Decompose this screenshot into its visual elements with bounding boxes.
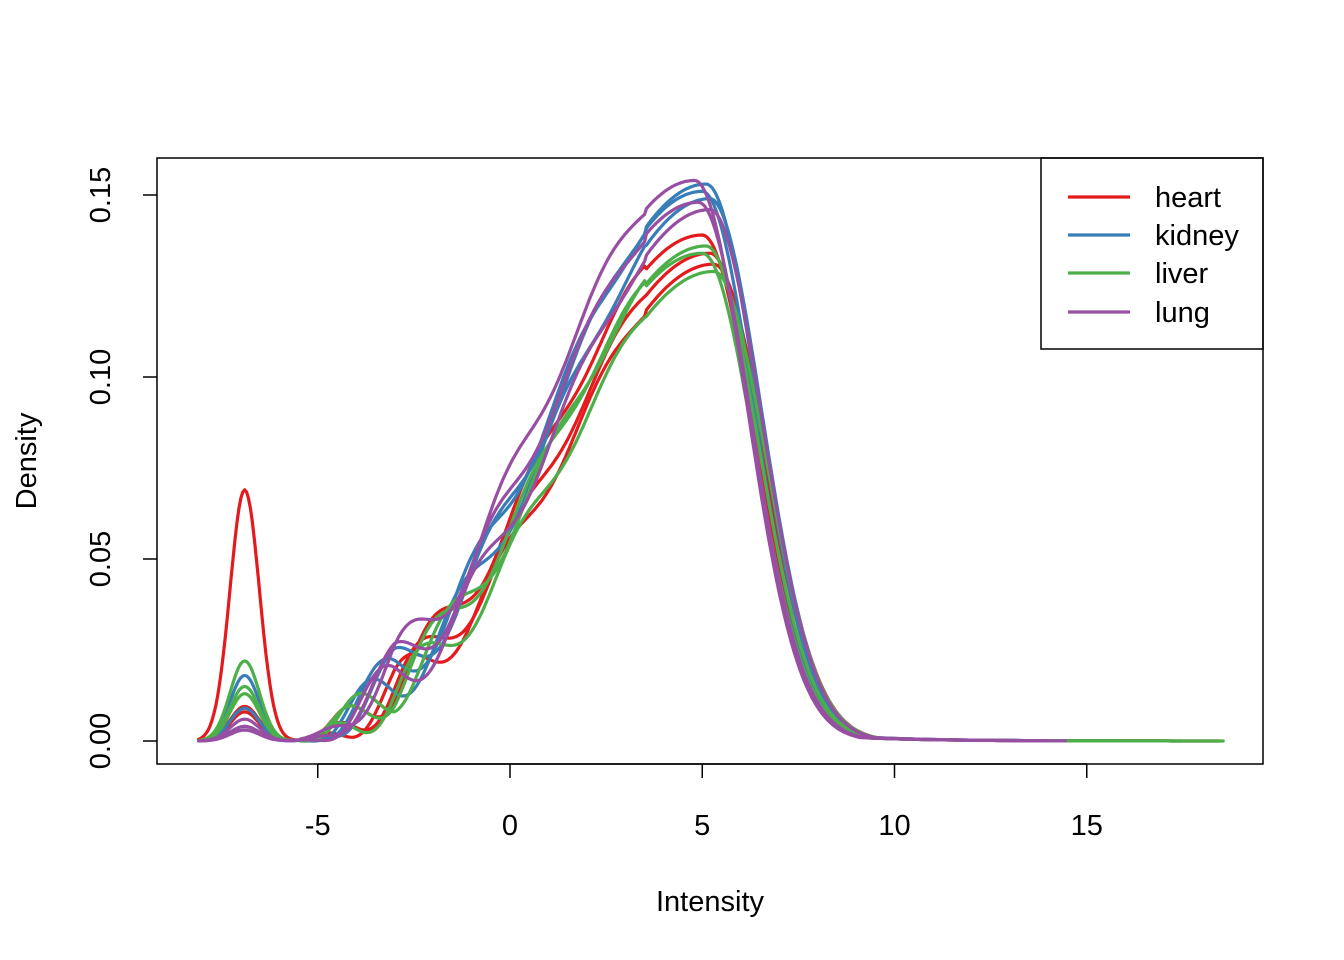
x-axis-label: Intensity: [656, 886, 764, 918]
density-line-lung: [197, 208, 1041, 743]
x-tick-label: 5: [694, 810, 710, 842]
density-curves: [197, 178, 1225, 743]
y-tick-label: 0.05: [85, 531, 117, 587]
legend-label-kidney: kidney: [1155, 220, 1239, 252]
density-line-liver: [197, 244, 1225, 743]
y-tick-label: 0.15: [85, 167, 117, 223]
y-tick-label: 0.10: [85, 349, 117, 405]
density-line-kidney: [197, 189, 1106, 743]
legend: heart kidney liver lung: [1040, 157, 1264, 350]
legend-label-liver: liver: [1155, 258, 1209, 290]
x-tick-label: 10: [878, 810, 910, 842]
legend-label-heart: heart: [1155, 182, 1221, 214]
y-tick-label: 0.00: [85, 713, 117, 769]
density-line-kidney: [197, 197, 1087, 743]
x-tick-label: -5: [305, 810, 331, 842]
density-line-heart: [197, 262, 1145, 743]
density-line-liver: [197, 269, 1164, 743]
y-axis: 0.00 0.05 0.10 0.15: [85, 167, 157, 769]
density-line-heart: [197, 251, 1164, 743]
x-axis: -5 0 5 10 15: [305, 763, 1103, 842]
legend-box: [1040, 157, 1264, 350]
legend-label-lung: lung: [1155, 297, 1210, 329]
x-tick-label: 0: [502, 810, 518, 842]
density-line-heart: [197, 233, 1221, 743]
y-axis-label: Density: [11, 412, 43, 509]
x-tick-label: 15: [1071, 810, 1103, 842]
density-line-liver: [197, 251, 1183, 743]
